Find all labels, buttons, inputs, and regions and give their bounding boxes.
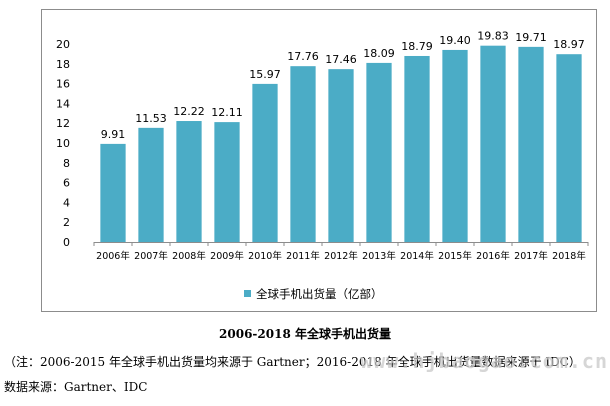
bar bbox=[290, 66, 316, 242]
y-tick-label: 8 bbox=[63, 157, 70, 170]
bar bbox=[442, 49, 468, 242]
x-tick-label: 2011年 bbox=[286, 250, 320, 262]
data-label: 12.11 bbox=[211, 106, 243, 119]
bar bbox=[518, 46, 544, 242]
bar bbox=[138, 127, 164, 242]
y-tick-label: 16 bbox=[56, 78, 70, 91]
legend: 全球手机出货量（亿部） bbox=[244, 287, 383, 301]
y-tick-label: 4 bbox=[63, 196, 70, 209]
bar bbox=[252, 83, 278, 242]
y-tick-label: 20 bbox=[56, 38, 70, 51]
data-label: 18.97 bbox=[553, 38, 585, 51]
y-axis-ticks: 0 2 4 6 8 10 12 14 16 18 20 bbox=[56, 38, 70, 249]
bar-chart: 0 2 4 6 8 10 12 14 16 18 20 9.91 11.53 12.22 12.11 15.… bbox=[56, 30, 589, 301]
bar bbox=[328, 69, 354, 242]
x-tick-label: 2009年 bbox=[210, 250, 244, 262]
x-tick-label: 2008年 bbox=[172, 250, 206, 262]
chart-caption-title: 2006-2018 年全球手机出货量 bbox=[219, 327, 391, 341]
data-label: 17.46 bbox=[325, 53, 357, 66]
data-label: 19.83 bbox=[477, 30, 509, 43]
data-label: 19.71 bbox=[515, 31, 547, 44]
chart-frame: 0 2 4 6 8 10 12 14 16 18 20 9.91 11.53 12.22 12.11 15.… bbox=[41, 9, 597, 312]
x-tick-label: 2010年 bbox=[248, 250, 282, 262]
x-tick-label: 2012年 bbox=[324, 250, 358, 262]
x-tick-label: 2014年 bbox=[400, 250, 434, 262]
bar bbox=[100, 143, 126, 242]
legend-label: 全球手机出货量（亿部） bbox=[256, 287, 383, 301]
data-label: 18.09 bbox=[363, 47, 395, 60]
x-axis-ticks bbox=[93, 242, 589, 246]
bars bbox=[100, 45, 582, 243]
bar bbox=[366, 62, 392, 243]
bar bbox=[404, 55, 430, 242]
bar bbox=[176, 121, 202, 242]
data-labels: 9.91 11.53 12.22 12.11 15.97 17.76 17.46 18.09 1… bbox=[101, 30, 585, 141]
chart-source: 数据来源：Gartner、IDC bbox=[4, 380, 148, 394]
y-tick-label: 10 bbox=[56, 137, 70, 150]
y-tick-label: 12 bbox=[56, 117, 70, 130]
data-label: 17.76 bbox=[287, 50, 319, 63]
x-axis-labels: 2006年 2007年 2008年 2009年 2010年 2011年 2012年 2013年… bbox=[96, 250, 586, 262]
y-tick-label: 14 bbox=[56, 97, 70, 110]
data-label: 15.97 bbox=[249, 68, 281, 81]
data-label: 19.40 bbox=[439, 34, 471, 47]
x-tick-label: 2013年 bbox=[362, 250, 396, 262]
watermark: www.hjbaogao.com.cn bbox=[360, 349, 608, 373]
data-label: 11.53 bbox=[135, 112, 167, 125]
y-tick-label: 6 bbox=[63, 177, 70, 190]
y-tick-label: 2 bbox=[63, 216, 70, 229]
x-tick-label: 2018年 bbox=[552, 250, 586, 262]
bar bbox=[556, 54, 582, 243]
x-tick-label: 2017年 bbox=[514, 250, 548, 262]
x-tick-label: 2015年 bbox=[438, 250, 472, 262]
y-tick-label: 0 bbox=[63, 236, 70, 249]
data-label: 12.22 bbox=[173, 105, 205, 118]
bar bbox=[480, 45, 506, 242]
chart-note: （注：2006-2015 年全球手机出货量均来源于 Gartner；2016-2… bbox=[4, 355, 581, 369]
x-tick-label: 2007年 bbox=[134, 250, 168, 262]
legend-swatch bbox=[244, 290, 251, 297]
y-tick-label: 18 bbox=[56, 58, 70, 71]
x-tick-label: 2006年 bbox=[96, 250, 130, 262]
x-tick-label: 2016年 bbox=[476, 250, 510, 262]
bar bbox=[214, 122, 240, 242]
data-label: 9.91 bbox=[101, 128, 126, 141]
data-label: 18.79 bbox=[401, 40, 433, 53]
